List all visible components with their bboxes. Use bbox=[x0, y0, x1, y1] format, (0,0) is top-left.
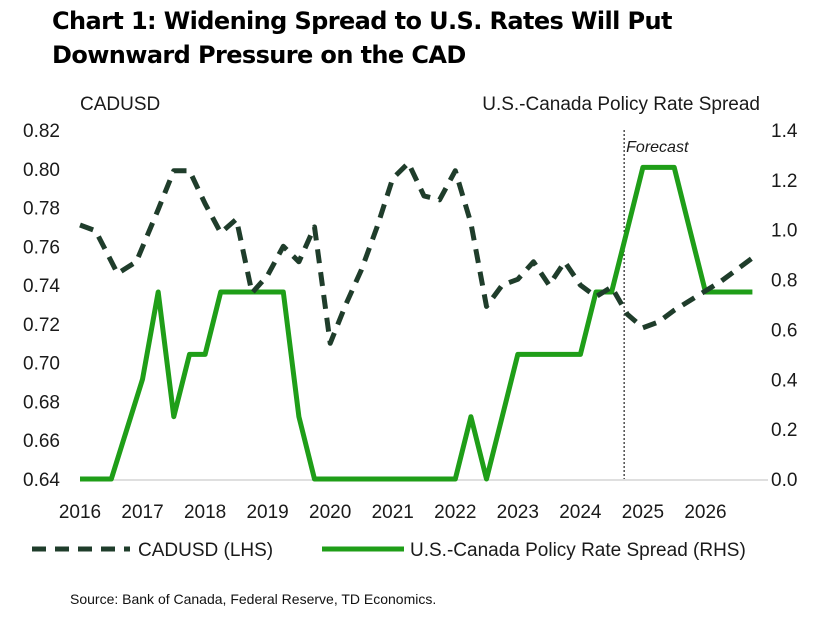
right-tick-label: 1.0 bbox=[771, 221, 797, 242]
left-tick-label: 0.68 bbox=[23, 392, 60, 413]
series-spread-line bbox=[80, 164, 753, 482]
x-axis-ticks: 2016 2017 2018 2019 2020 2021 2022 2023 2024 2025… bbox=[59, 502, 727, 523]
right-tick-label: 0.4 bbox=[771, 370, 798, 391]
left-axis-title: CADUSD bbox=[80, 94, 160, 115]
x-tick-label: 2024 bbox=[559, 502, 602, 523]
x-tick-label: 2026 bbox=[684, 502, 726, 523]
chart-title: Chart 1: Widening Spread to U.S. Rates W… bbox=[52, 7, 672, 69]
left-tick-label: 0.82 bbox=[23, 121, 60, 142]
left-tick-label: 0.78 bbox=[23, 199, 60, 220]
left-tick-label: 0.66 bbox=[23, 431, 60, 452]
right-axis-title: U.S.-Canada Policy Rate Spread bbox=[482, 94, 760, 115]
right-tick-label: 1.4 bbox=[771, 121, 798, 142]
right-axis-ticks: 1.4 1.2 1.0 0.8 0.6 0.4 0.2 0.0 bbox=[771, 121, 798, 491]
right-tick-label: 0.6 bbox=[771, 320, 797, 341]
forecast-label: Forecast bbox=[626, 139, 689, 156]
x-tick-label: 2018 bbox=[184, 502, 226, 523]
x-tick-label: 2019 bbox=[246, 502, 288, 523]
right-tick-label: 0.0 bbox=[771, 470, 797, 491]
x-tick-label: 2021 bbox=[372, 502, 414, 523]
left-tick-label: 0.74 bbox=[23, 276, 60, 297]
left-tick-label: 0.72 bbox=[23, 315, 60, 336]
legend: CADUSD (LHS) U.S.-Canada Policy Rate Spr… bbox=[32, 540, 746, 561]
left-axis-ticks: 0.82 0.80 0.78 0.76 0.74 0.72 0.70 0.68 0.66 0.64 bbox=[23, 121, 60, 491]
source-note: Source: Bank of Canada, Federal Reserve,… bbox=[70, 591, 437, 607]
left-tick-label: 0.64 bbox=[23, 470, 60, 491]
left-tick-label: 0.80 bbox=[23, 160, 60, 181]
x-tick-label: 2022 bbox=[434, 502, 476, 523]
right-tick-label: 0.8 bbox=[771, 271, 797, 292]
x-tick-label: 2020 bbox=[309, 502, 351, 523]
right-tick-label: 0.2 bbox=[771, 420, 797, 441]
x-tick-label: 2023 bbox=[497, 502, 539, 523]
x-tick-label: 2025 bbox=[622, 502, 664, 523]
series-cadusd-line bbox=[79, 160, 754, 346]
x-tick-label: 2017 bbox=[121, 502, 163, 523]
right-tick-label: 1.2 bbox=[771, 171, 797, 192]
legend-label-spread: U.S.-Canada Policy Rate Spread (RHS) bbox=[410, 540, 746, 561]
left-tick-label: 0.76 bbox=[23, 237, 60, 258]
legend-label-cadusd: CADUSD (LHS) bbox=[138, 540, 273, 561]
left-tick-label: 0.70 bbox=[23, 354, 60, 375]
x-tick-label: 2016 bbox=[59, 502, 101, 523]
series-layer bbox=[79, 160, 754, 482]
